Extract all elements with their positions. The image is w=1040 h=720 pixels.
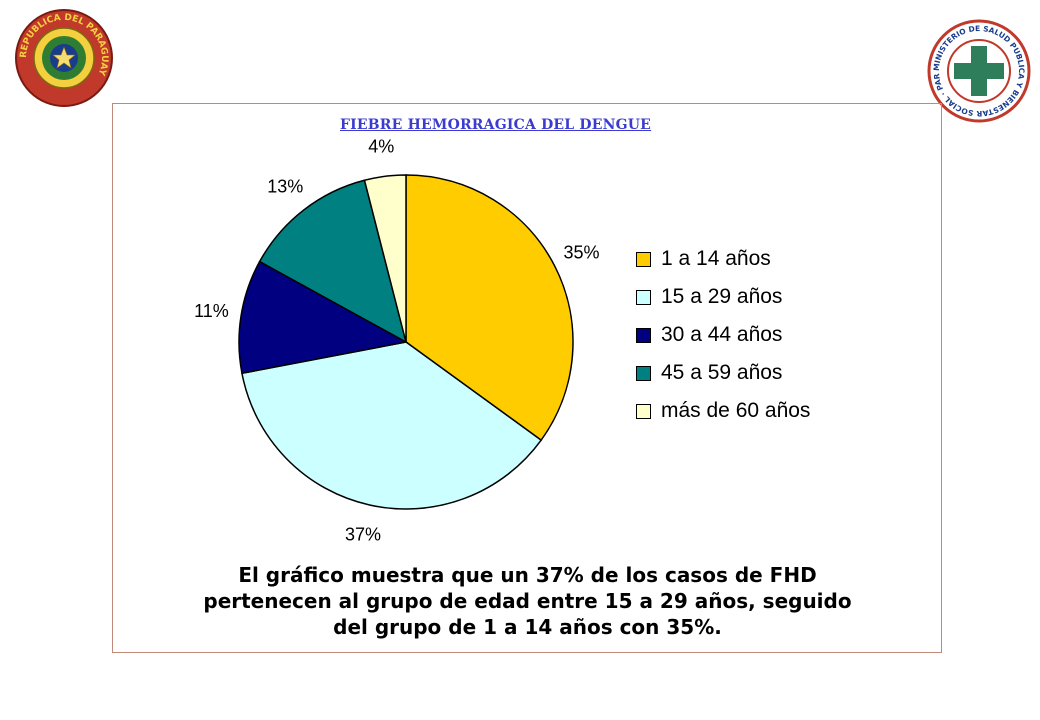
legend-swatch xyxy=(636,251,651,267)
chart-frame xyxy=(112,103,942,653)
legend-item: 15 a 29 años xyxy=(636,278,810,316)
pie-slice xyxy=(363,174,407,343)
slice-percent-label: 11% xyxy=(194,301,229,321)
legend-swatch xyxy=(636,365,651,381)
chart-title: FIEBRE HEMORRAGICA DEL DENGUE xyxy=(340,117,652,133)
republica-del-paraguay-seal: REPUBLICA DEL PARAGUAY xyxy=(15,9,113,107)
legend-swatch xyxy=(636,289,651,305)
pie-slice xyxy=(405,174,574,442)
slice-percent-label: 37% xyxy=(345,524,381,544)
ministerio-salud-seal: MINISTERIO DE SALUD PUBLICA Y BIENESTAR … xyxy=(926,8,1031,123)
pie-slice xyxy=(241,341,543,510)
legend-item: más de 60 años xyxy=(636,392,810,430)
legend-label: 1 a 14 años xyxy=(661,247,771,270)
legend-item: 45 a 59 años xyxy=(636,354,810,392)
legend-item: 1 a 14 años xyxy=(636,240,810,278)
caption-line: El gráfico muestra que un 37% de los cas… xyxy=(238,563,817,587)
legend-label: 30 a 44 años xyxy=(661,323,783,346)
legend-label: 15 a 29 años xyxy=(661,285,783,308)
legend-label: 45 a 59 años xyxy=(661,361,783,384)
chart-caption: El gráfico muestra que un 37% de los cas… xyxy=(125,562,930,640)
pie-slice xyxy=(258,179,408,344)
legend-swatch xyxy=(636,327,651,343)
caption-line: pertenecen al grupo de edad entre 15 a 2… xyxy=(203,589,852,613)
slice-percent-label: 13% xyxy=(267,176,303,196)
legend-label: más de 60 años xyxy=(661,399,811,422)
slice-percent-label: 35% xyxy=(564,243,600,263)
legend-swatch xyxy=(636,403,651,419)
pie-slice xyxy=(238,260,409,375)
caption-line: del grupo de 1 a 14 años con 35%. xyxy=(333,615,722,639)
slice-percent-label: 4% xyxy=(368,137,394,157)
legend-item: 30 a 44 años xyxy=(636,316,810,354)
chart-legend: 1 a 14 años 15 a 29 años 30 a 44 años 45… xyxy=(636,240,810,430)
